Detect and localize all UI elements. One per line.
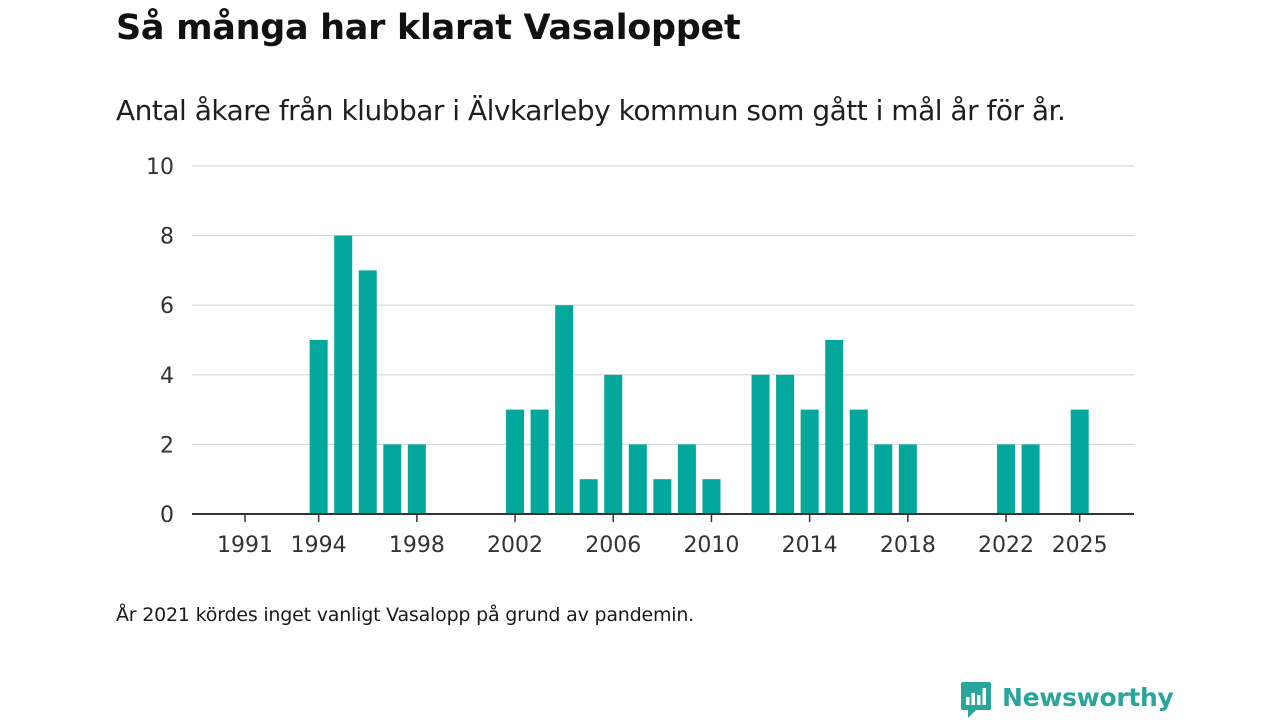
bar-2014 bbox=[800, 409, 819, 514]
y-tick-label: 6 bbox=[160, 294, 174, 319]
chart-title: Så många har klarat Vasaloppet bbox=[116, 8, 741, 48]
newsworthy-logo-icon bbox=[961, 682, 991, 718]
bar-2008 bbox=[653, 479, 672, 514]
bar-2025 bbox=[1070, 409, 1089, 514]
chart-subtitle: Antal åkare från klubbar i Älvkarleby ko… bbox=[116, 94, 1066, 127]
newsworthy-brand[interactable]: Newsworthy bbox=[960, 680, 1174, 720]
x-tick-label: 1998 bbox=[389, 533, 445, 558]
y-tick-label: 2 bbox=[160, 433, 174, 458]
x-tick-label: 2022 bbox=[978, 533, 1034, 558]
x-tick-label: 1991 bbox=[217, 533, 273, 558]
bar-1994 bbox=[309, 340, 328, 514]
bar-2012 bbox=[751, 374, 770, 514]
y-tick-label: 10 bbox=[146, 155, 174, 180]
bar-2018 bbox=[898, 444, 917, 514]
x-tick-label: 2010 bbox=[683, 533, 739, 558]
bar-2017 bbox=[874, 444, 893, 514]
bar-2004 bbox=[555, 305, 574, 514]
bar-1995 bbox=[334, 235, 353, 514]
bar-2023 bbox=[1021, 444, 1040, 514]
y-tick-label: 4 bbox=[160, 364, 174, 389]
bar-2010 bbox=[702, 479, 721, 514]
x-tick-label: 2006 bbox=[585, 533, 641, 558]
bar-2002 bbox=[506, 409, 525, 514]
bar-2013 bbox=[776, 374, 795, 514]
x-tick-label: 1994 bbox=[291, 533, 347, 558]
bar-2015 bbox=[825, 340, 844, 514]
gridlines bbox=[192, 165, 1134, 445]
bar-2003 bbox=[530, 409, 549, 514]
bar-2016 bbox=[849, 409, 868, 514]
bar-1997 bbox=[383, 444, 402, 514]
bar-2009 bbox=[677, 444, 696, 514]
x-tick-label: 2002 bbox=[487, 533, 543, 558]
x-tick-label: 2018 bbox=[880, 533, 936, 558]
bar-2022 bbox=[997, 444, 1016, 514]
y-axis-ticks: 0 2 4 6 8 10 bbox=[146, 155, 174, 528]
bar-2007 bbox=[628, 444, 647, 514]
bar-2006 bbox=[604, 374, 623, 514]
bar-2005 bbox=[579, 479, 598, 514]
bars bbox=[309, 235, 1089, 514]
bar-1996 bbox=[358, 270, 377, 514]
x-tick-label: 2025 bbox=[1052, 533, 1108, 558]
x-axis-ticks: 1991 1994 1998 2002 2006 2010 2014 2018 2022 2025 bbox=[217, 514, 1108, 558]
footnote: År 2021 kördes inget vanligt Vasalopp på… bbox=[116, 604, 695, 626]
y-tick-label: 8 bbox=[160, 225, 174, 250]
brand-name: Newsworthy bbox=[1002, 682, 1174, 712]
x-tick-label: 2014 bbox=[782, 533, 838, 558]
y-tick-label: 0 bbox=[160, 503, 174, 528]
bar-1998 bbox=[407, 444, 426, 514]
